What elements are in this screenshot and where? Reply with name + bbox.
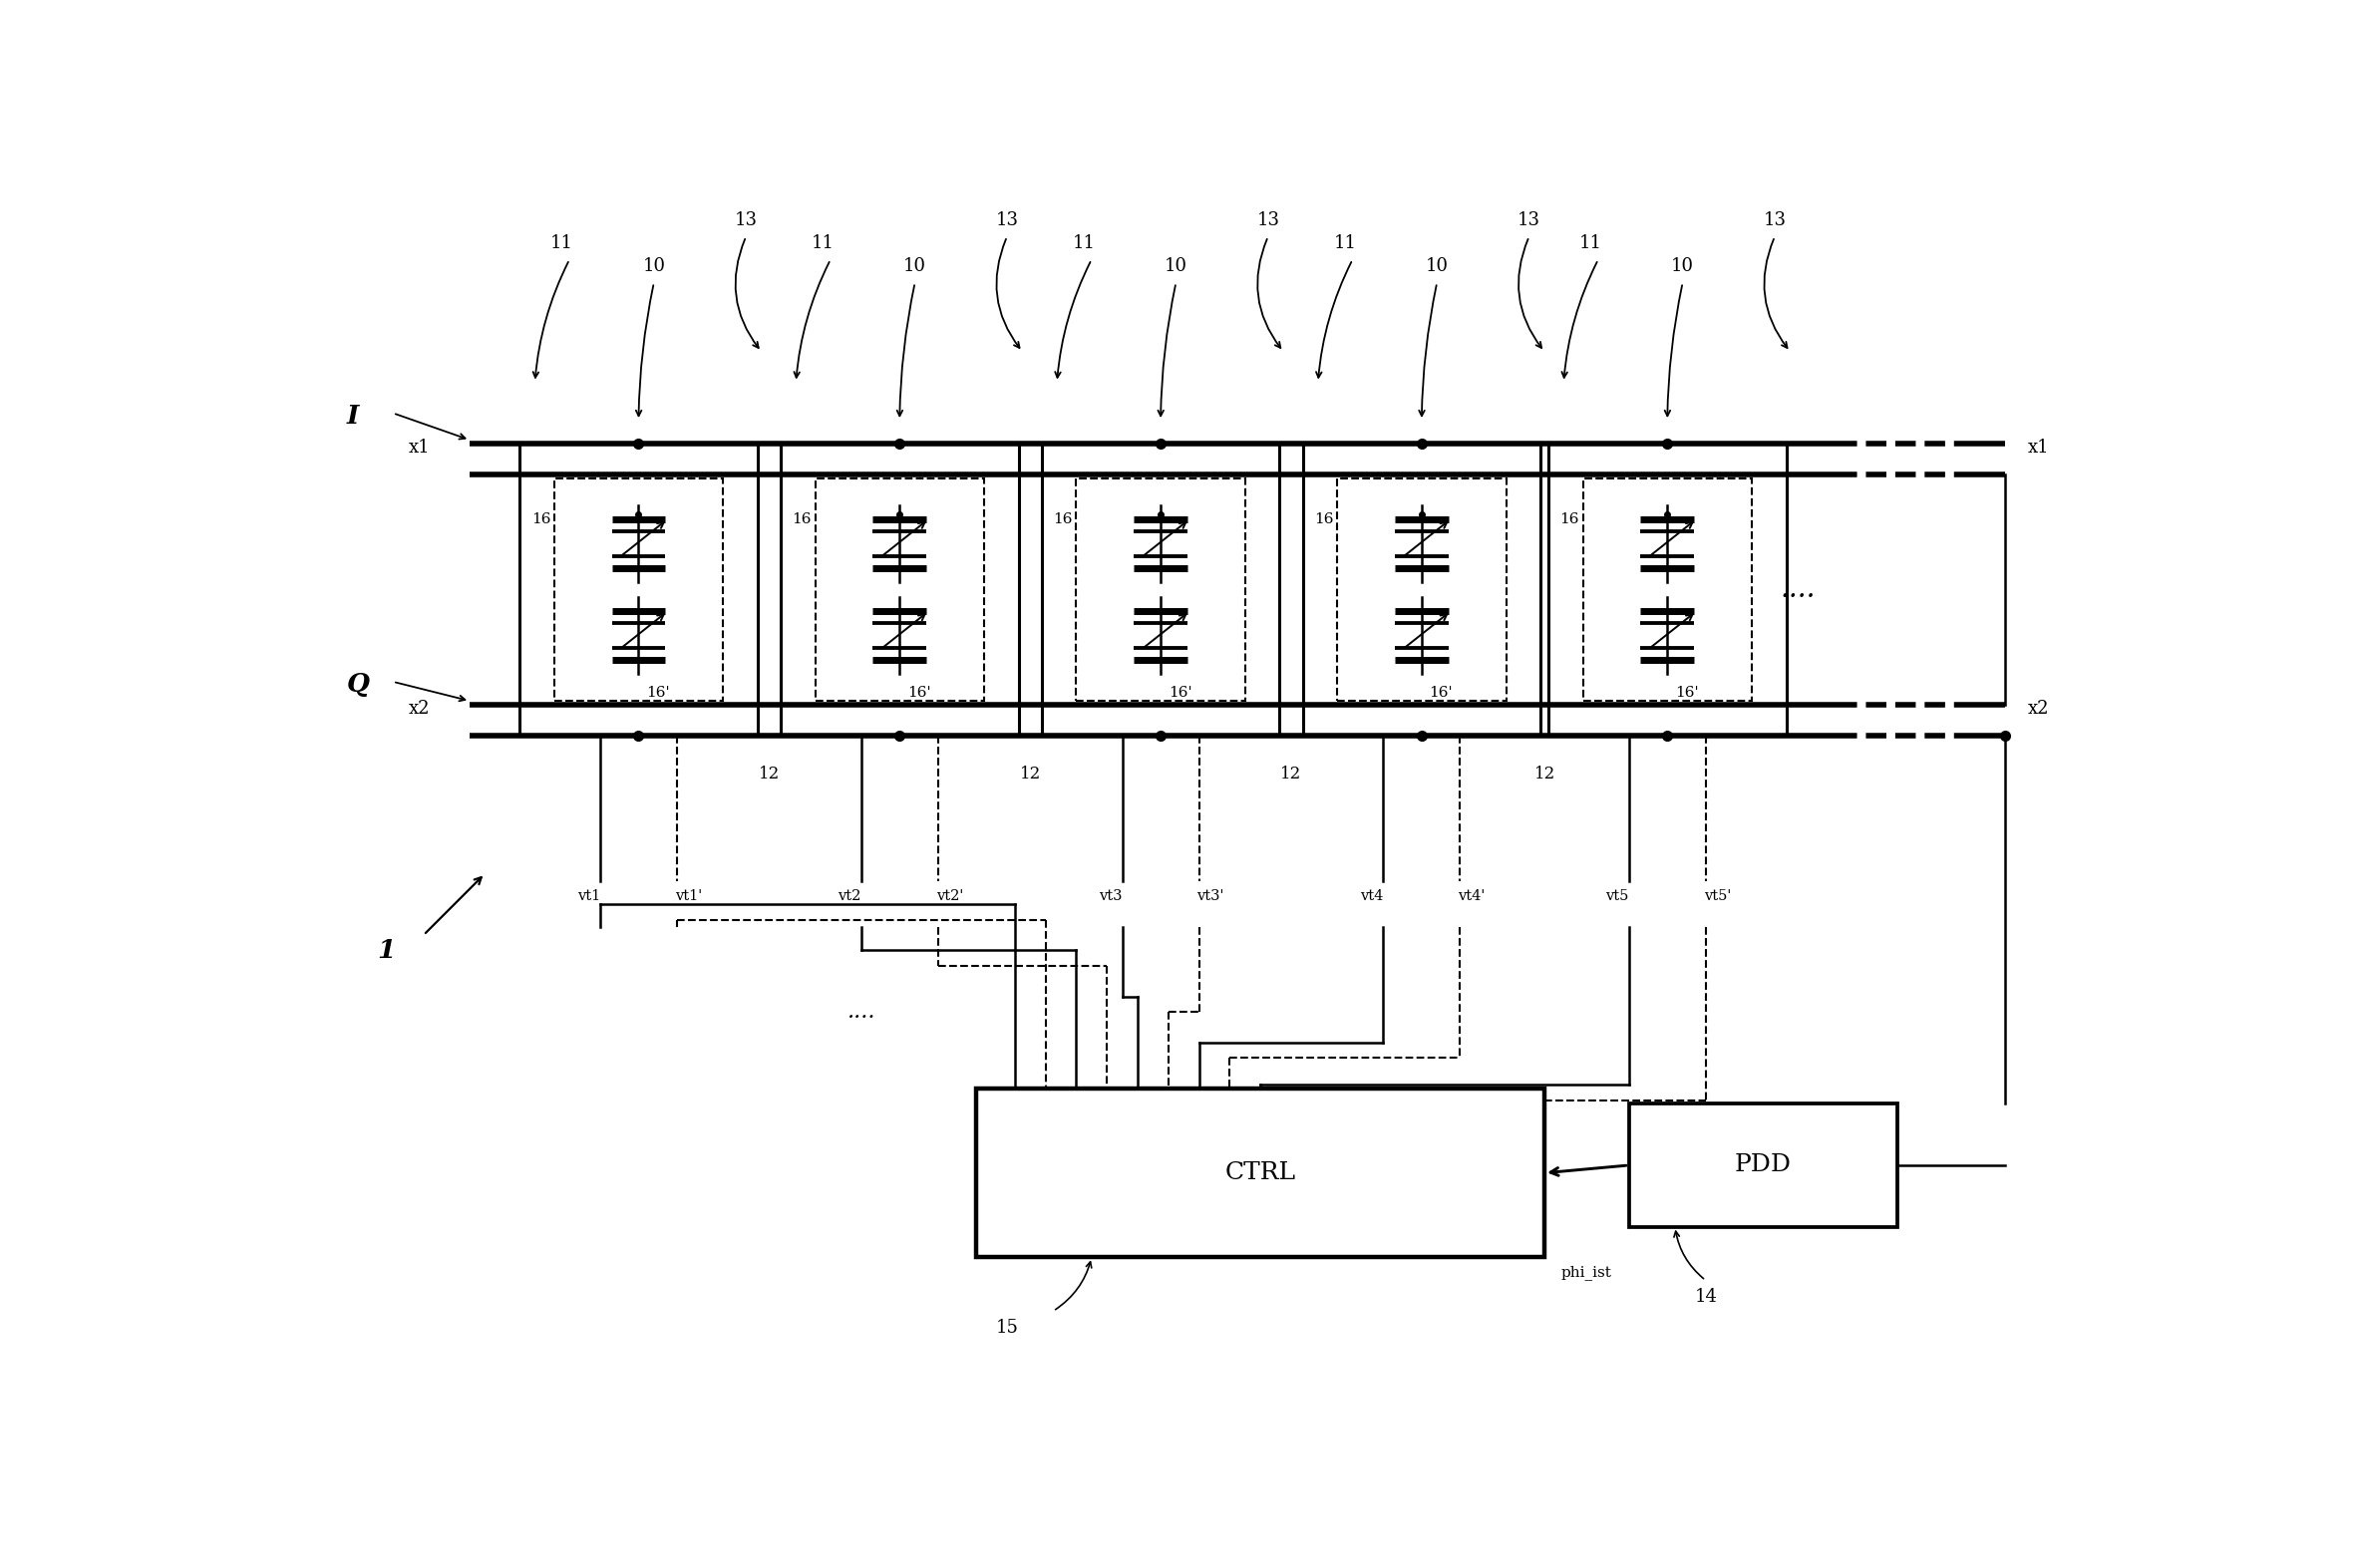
Text: 16: 16 [1052,513,1073,527]
Text: 16': 16' [1168,685,1191,699]
Text: 16': 16' [908,685,932,699]
Text: PDD: PDD [1734,1154,1793,1176]
Text: 12: 12 [1533,765,1555,782]
Bar [1630,1104,1897,1226]
Bar [1583,478,1753,701]
Text: phi_ist: phi_ist [1562,1265,1611,1279]
Text: vt1': vt1' [675,889,703,903]
Text: 13: 13 [1257,212,1279,229]
Text: vt3: vt3 [1099,889,1123,903]
Bar [1076,478,1246,701]
Text: 10: 10 [1670,257,1694,274]
Text: 13: 13 [1517,212,1540,229]
Text: 1: 1 [377,938,396,963]
Text: 16: 16 [1314,513,1333,527]
Text: ....: .... [1781,575,1816,604]
Bar [1043,444,1279,735]
Bar [816,478,984,701]
Text: 15: 15 [995,1319,1019,1336]
Text: vt2: vt2 [837,889,861,903]
Text: vt4': vt4' [1458,889,1486,903]
Text: 13: 13 [1762,212,1786,229]
Text: 11: 11 [1073,234,1095,252]
Text: I: I [347,403,359,428]
Text: Q: Q [347,673,370,698]
Text: vt4: vt4 [1361,889,1382,903]
Text: 16': 16' [646,685,670,699]
Text: 16: 16 [1559,513,1578,527]
Text: vt3': vt3' [1196,889,1224,903]
Text: vt5': vt5' [1703,889,1732,903]
Text: ....: .... [847,1000,875,1022]
Bar [1302,444,1540,735]
Bar [781,444,1019,735]
Text: 16': 16' [1675,685,1698,699]
Text: 10: 10 [642,257,665,274]
Text: vt1: vt1 [578,889,599,903]
Bar [519,444,757,735]
Text: x2: x2 [408,699,429,718]
Text: 13: 13 [995,212,1019,229]
Text: 16: 16 [793,513,811,527]
Text: 10: 10 [1425,257,1448,274]
Bar [1338,478,1505,701]
Text: 14: 14 [1694,1287,1717,1306]
Text: x2: x2 [2029,699,2050,718]
Text: 12: 12 [760,765,781,782]
Text: x1: x1 [408,439,429,456]
Text: 10: 10 [903,257,927,274]
Text: 11: 11 [550,234,573,252]
Bar [1548,444,1786,735]
Bar [977,1088,1545,1258]
Text: 13: 13 [734,212,757,229]
Text: 12: 12 [1019,765,1040,782]
Text: 10: 10 [1165,257,1187,274]
Text: vt2': vt2' [937,889,962,903]
Text: 11: 11 [1578,234,1602,252]
Text: 16': 16' [1430,685,1453,699]
Text: vt5: vt5 [1606,889,1630,903]
Text: CTRL: CTRL [1224,1162,1295,1184]
Text: 12: 12 [1281,765,1302,782]
Text: 11: 11 [811,234,835,252]
Text: 16: 16 [531,513,550,527]
Bar [554,478,722,701]
Text: x1: x1 [2029,439,2050,456]
Text: 11: 11 [1333,234,1356,252]
